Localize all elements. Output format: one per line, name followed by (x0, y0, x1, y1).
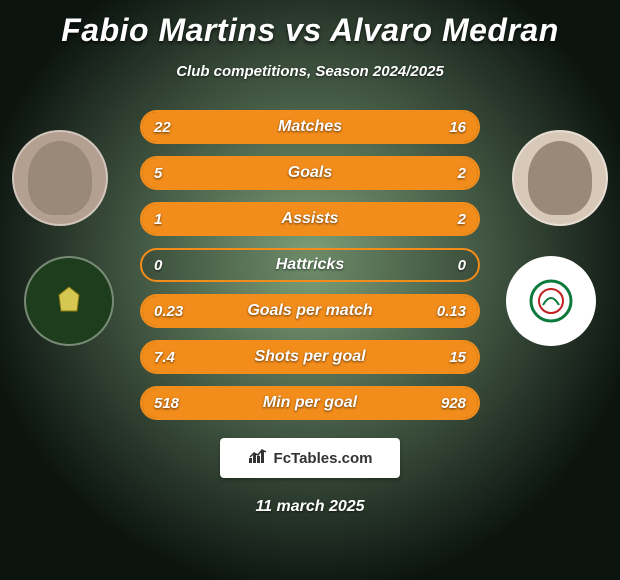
avatar-silhouette-icon (28, 141, 92, 215)
stat-value-right: 2 (458, 211, 466, 228)
stat-value-left: 0 (154, 257, 162, 274)
player-right-avatar (512, 130, 608, 226)
stat-value-right: 0.13 (437, 303, 466, 320)
stat-row: 7.4 Shots per goal 15 (140, 340, 480, 374)
stat-label: Goals (288, 164, 332, 182)
brand-logo-icon (248, 448, 268, 469)
footer-brand-text: FcTables.com (274, 450, 373, 467)
stat-value-left: 0.23 (154, 303, 183, 320)
date-text: 11 march 2025 (255, 498, 364, 516)
player-right-club-badge (506, 256, 596, 346)
stat-label: Assists (282, 210, 339, 228)
stat-value-right: 15 (449, 349, 466, 366)
bar-fill-left (142, 158, 381, 188)
comparison-card: Fabio Martins vs Alvaro Medran Club comp… (0, 0, 620, 580)
stat-value-right: 928 (441, 395, 466, 412)
stat-row: 0 Hattricks 0 (140, 248, 480, 282)
stat-label: Shots per goal (254, 348, 365, 366)
stat-value-right: 16 (449, 119, 466, 136)
stat-row: 0.23 Goals per match 0.13 (140, 294, 480, 328)
footer-brand-badge: FcTables.com (220, 438, 400, 478)
stat-row: 5 Goals 2 (140, 156, 480, 190)
player-left-avatar (12, 130, 108, 226)
stat-value-left: 5 (154, 165, 162, 182)
avatar-silhouette-icon (528, 141, 592, 215)
stat-label: Min per goal (263, 394, 357, 412)
subtitle: Club competitions, Season 2024/2025 (176, 63, 444, 80)
stat-value-left: 7.4 (154, 349, 175, 366)
stat-row: 1 Assists 2 (140, 202, 480, 236)
club-badge-icon (35, 267, 102, 334)
player-left-club-badge (24, 256, 114, 346)
stat-value-left: 518 (154, 395, 179, 412)
stat-value-right: 0 (458, 257, 466, 274)
stats-bars: 22 Matches 16 5 Goals 2 1 Assists 2 0 Ha… (140, 110, 480, 420)
stat-label: Hattricks (276, 256, 344, 274)
stat-label: Goals per match (247, 302, 372, 320)
stat-value-right: 2 (458, 165, 466, 182)
stat-label: Matches (278, 118, 342, 136)
club-badge-icon (517, 267, 584, 334)
stat-value-left: 22 (154, 119, 171, 136)
stat-row: 518 Min per goal 928 (140, 386, 480, 420)
stat-row: 22 Matches 16 (140, 110, 480, 144)
page-title: Fabio Martins vs Alvaro Medran (61, 12, 558, 49)
stat-value-left: 1 (154, 211, 162, 228)
